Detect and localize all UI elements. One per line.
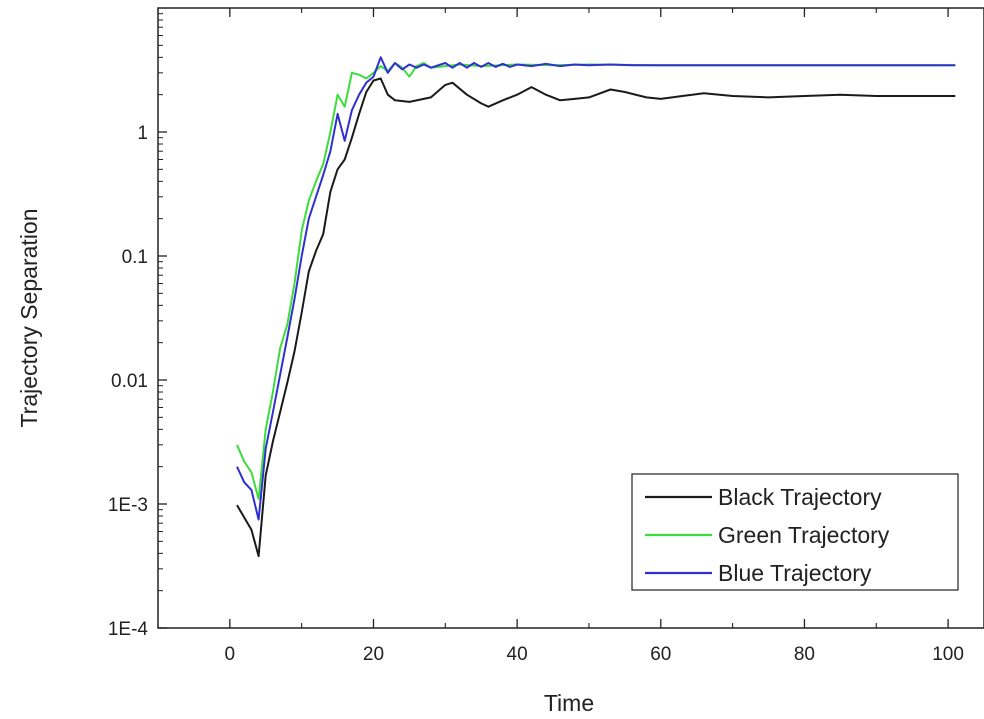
x-tick-label: 0 xyxy=(225,644,236,665)
y-tick-label: 1 xyxy=(137,123,148,144)
series-line-green-trajectory xyxy=(236,62,956,500)
y-tick-label: 1E-3 xyxy=(108,495,148,516)
legend-box xyxy=(631,473,959,591)
legend: Black Trajectory Green Trajectory Blue Tra… xyxy=(631,473,959,591)
y-axis-ticks: 1E-4 1E-3 0.01 0.1 1 xyxy=(108,13,167,640)
x-tick-label: 80 xyxy=(794,644,815,665)
x-tick-label: 60 xyxy=(650,644,671,665)
y-axis-title: Trajectory Separation xyxy=(16,208,42,427)
plot-area: 0 20 40 60 80 100 1E-4 1E-3 0.01 0.1 1 xyxy=(108,7,984,665)
series-layer xyxy=(236,56,956,558)
y-tick-label: 0.01 xyxy=(111,371,148,392)
series-line-black-trajectory xyxy=(236,77,956,558)
legend-label: Blue Trajectory xyxy=(718,560,872,586)
legend-items: Black Trajectory Green Trajectory Blue Tra… xyxy=(645,484,890,586)
x-tick-label: 40 xyxy=(507,644,528,665)
x-tick-label: 100 xyxy=(932,644,964,665)
plot-frame xyxy=(157,7,984,629)
legend-label: Black Trajectory xyxy=(718,484,882,510)
x-tick-label: 20 xyxy=(363,644,384,665)
y-tick-label: 1E-4 xyxy=(108,619,149,640)
y-tick-label: 0.1 xyxy=(122,247,148,268)
series-line-blue-trajectory xyxy=(236,56,956,521)
x-axis-ticks: 0 20 40 60 80 100 xyxy=(157,8,964,665)
x-axis-title: Time xyxy=(544,690,594,716)
legend-label: Green Trajectory xyxy=(718,522,890,548)
